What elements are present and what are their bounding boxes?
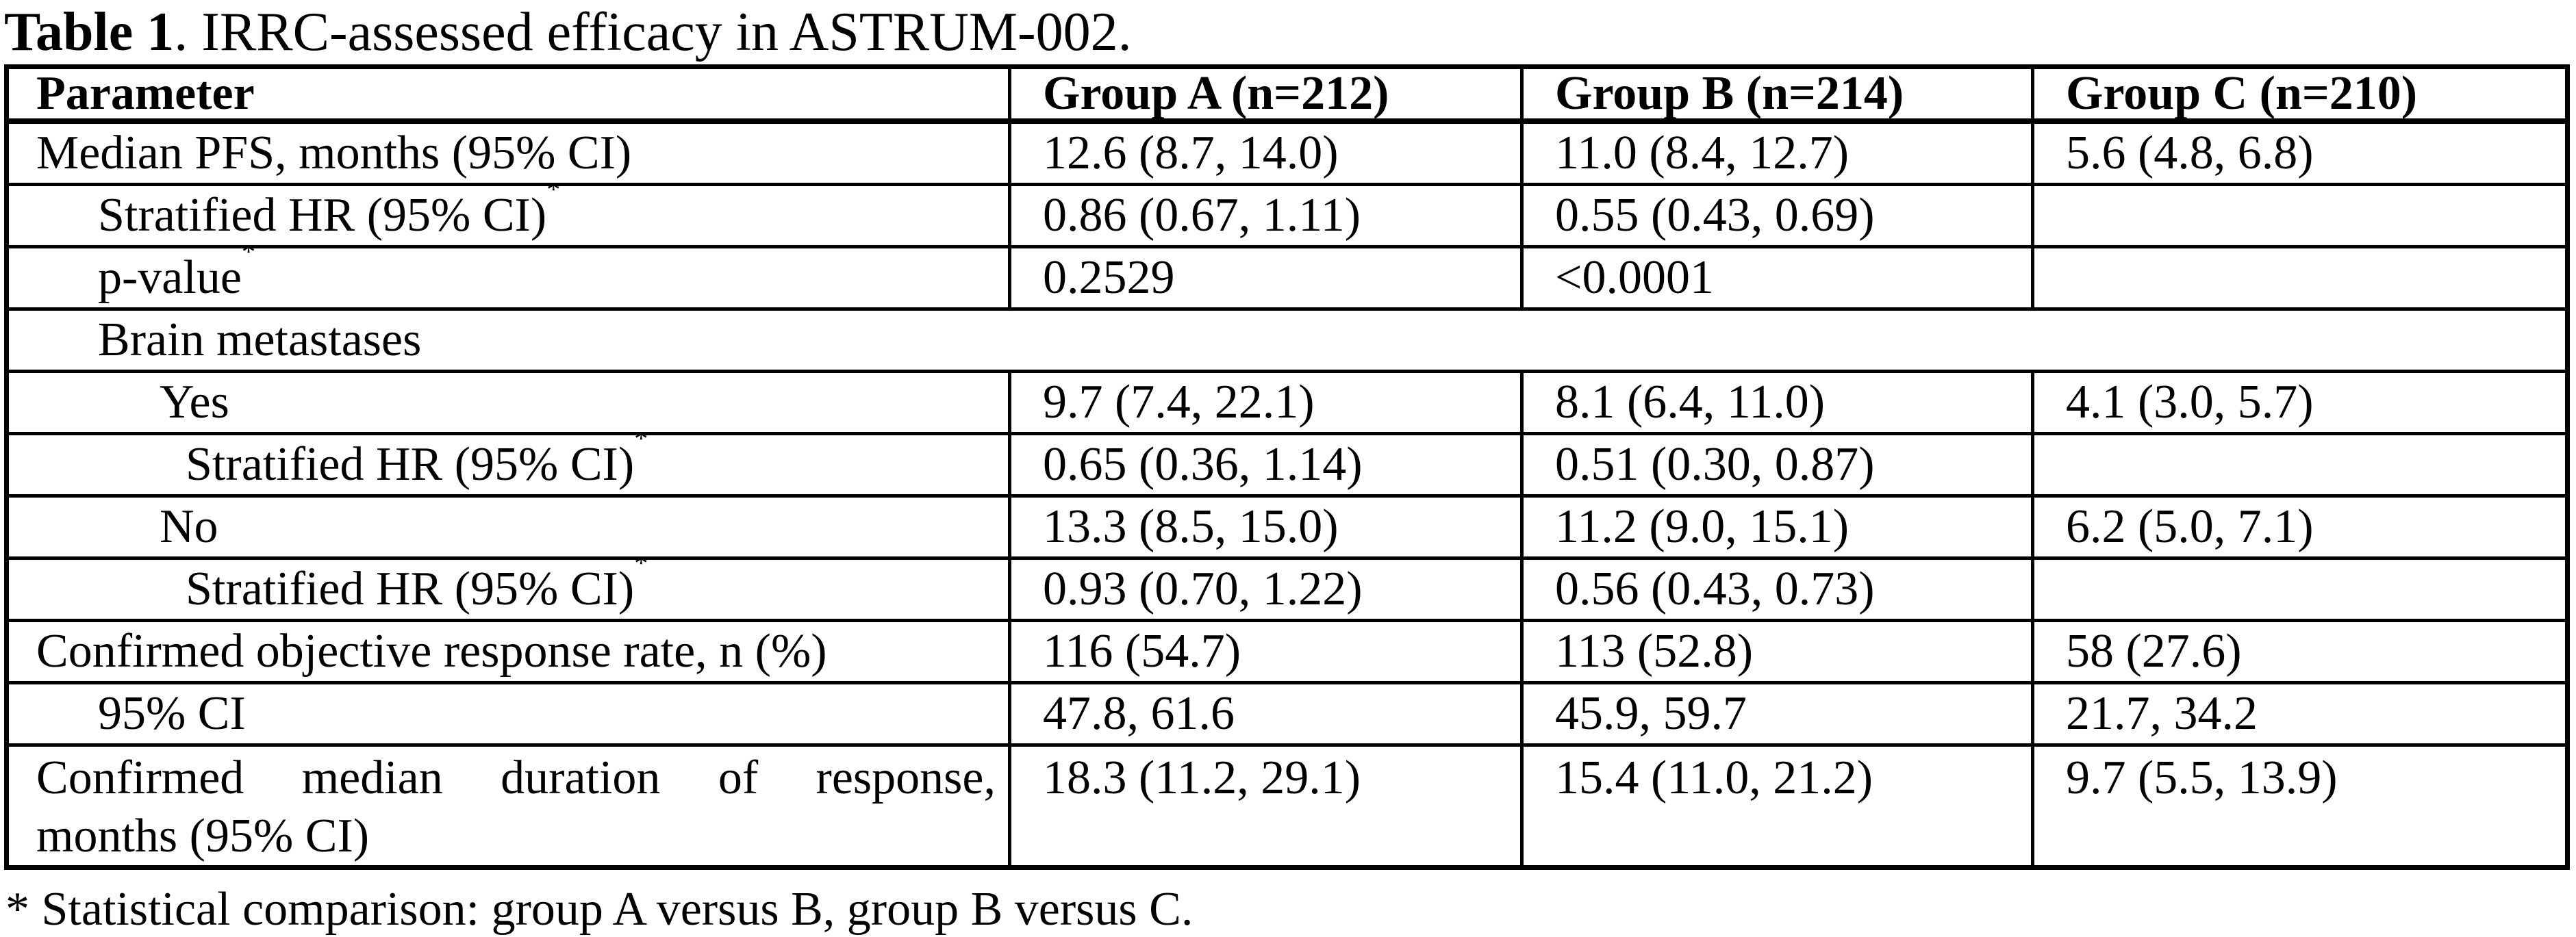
value-cell: 0.55 (0.43, 0.69) [1520, 183, 2034, 248]
value-cell: 45.9, 59.7 [1520, 681, 2034, 747]
table-row: 95% CI 47.8, 61.6 45.9, 59.7 21.7, 34.2 [5, 681, 2569, 747]
param-cell: 95% CI [5, 681, 1011, 747]
value-cell: 0.56 (0.43, 0.73) [1520, 556, 2034, 622]
value-cell: 11.2 (9.0, 15.1) [1520, 494, 2034, 560]
value-cell: 9.7 (7.4, 22.1) [1008, 370, 1524, 435]
value-cell: 6.2 (5.0, 7.1) [2031, 494, 2569, 560]
table-caption: Table 1. IRRC-assessed efficacy in ASTRU… [4, 3, 2576, 62]
value-cell: 5.6 (4.8, 6.8) [2031, 119, 2569, 186]
table-body: Median PFS, months (95% CI) 12.6 (8.7, 14… [5, 119, 2569, 869]
value-cell: 4.1 (3.0, 5.7) [2031, 370, 2569, 435]
table-row: Median PFS, months (95% CI) 12.6 (8.7, 14… [5, 119, 2569, 186]
table-row: Yes 9.7 (7.4, 22.1) 8.1 (6.4, 11.0) 4.1 (3.… [5, 370, 2569, 435]
param-cell: Yes [5, 370, 1011, 435]
column-header-group-c: Group C (n=210) [2031, 65, 2569, 124]
value-cell [2031, 245, 2569, 311]
value-cell: 8.1 (6.4, 11.0) [1520, 370, 2034, 435]
value-cell [2031, 183, 2569, 248]
column-header-group-b: Group B (n=214) [1520, 65, 2034, 124]
footnote-marker: * [546, 184, 561, 205]
value-cell: 0.2529 [1008, 245, 1524, 311]
table-row: Confirmed median duration of response, mo… [5, 743, 2569, 869]
efficacy-table: Parameter Group A (n=212) Group B (n=214… [4, 64, 2570, 870]
table-footnote: * Statistical comparison: group A versus… [5, 883, 1194, 936]
header-row: Parameter Group A (n=212) Group B (n=214… [5, 65, 2569, 124]
value-cell: 47.8, 61.6 [1008, 681, 1524, 747]
param-cell: Stratified HR (95% CI)* [5, 432, 1011, 498]
footnote-marker: * [634, 558, 648, 579]
value-cell [2031, 556, 2569, 622]
value-cell: 113 (52.8) [1520, 619, 2034, 684]
table-row: Stratified HR (95% CI)* 0.65 (0.36, 1.14)… [5, 432, 2569, 498]
param-cell: Stratified HR (95% CI)* [5, 556, 1011, 622]
param-line: Confirmed median duration of response, [36, 752, 996, 804]
footnote-marker: * [634, 433, 648, 454]
value-cell: 15.4 (11.0, 21.2) [1520, 743, 2034, 869]
table-row: Brain metastases [5, 307, 2569, 373]
value-cell: 13.3 (8.5, 15.0) [1008, 494, 1524, 560]
value-cell: 21.7, 34.2 [2031, 681, 2569, 747]
value-cell: 0.51 (0.30, 0.87) [1520, 432, 2034, 498]
value-cell: 9.7 (5.5, 13.9) [2031, 743, 2569, 869]
table-row: Stratified HR (95% CI)* 0.86 (0.67, 1.11)… [5, 183, 2569, 248]
column-header-group-a: Group A (n=212) [1008, 65, 1524, 124]
table-row: Stratified HR (95% CI)* 0.93 (0.70, 1.22)… [5, 556, 2569, 622]
table-caption-text: . IRRC-assessed efficacy in ASTRUM-002. [174, 2, 1132, 62]
value-cell: <0.0001 [1520, 245, 2034, 311]
param-cell: Confirmed objective response rate, n (%) [5, 619, 1011, 684]
table-row: Confirmed objective response rate, n (%)… [5, 619, 2569, 684]
footnote-marker: * [241, 246, 256, 268]
param-cell: Median PFS, months (95% CI) [5, 119, 1011, 186]
param-cell: p-value* [5, 245, 1011, 311]
value-cell: 12.6 (8.7, 14.0) [1008, 119, 1524, 186]
table-row: p-value* 0.2529 <0.0001 [5, 245, 2569, 311]
value-cell: 0.86 (0.67, 1.11) [1008, 183, 1524, 248]
param-cell: Stratified HR (95% CI)* [5, 183, 1011, 248]
table-caption-number: Table 1 [4, 2, 175, 62]
value-cell: 18.3 (11.2, 29.1) [1008, 743, 1524, 869]
column-header-parameter: Parameter [5, 65, 1011, 124]
value-cell: 58 (27.6) [2031, 619, 2569, 684]
value-cell: 0.65 (0.36, 1.14) [1008, 432, 1524, 498]
value-cell [2031, 432, 2569, 498]
value-cell: 116 (54.7) [1008, 619, 1524, 684]
table-row: No 13.3 (8.5, 15.0) 11.2 (9.0, 15.1) 6.2 (5… [5, 494, 2569, 560]
param-cell: Brain metastases [5, 307, 2569, 373]
param-cell: Confirmed median duration of response, mo… [5, 743, 1011, 869]
value-cell: 0.93 (0.70, 1.22) [1008, 556, 1524, 622]
param-cell: No [5, 494, 1011, 560]
value-cell: 11.0 (8.4, 12.7) [1520, 119, 2034, 186]
